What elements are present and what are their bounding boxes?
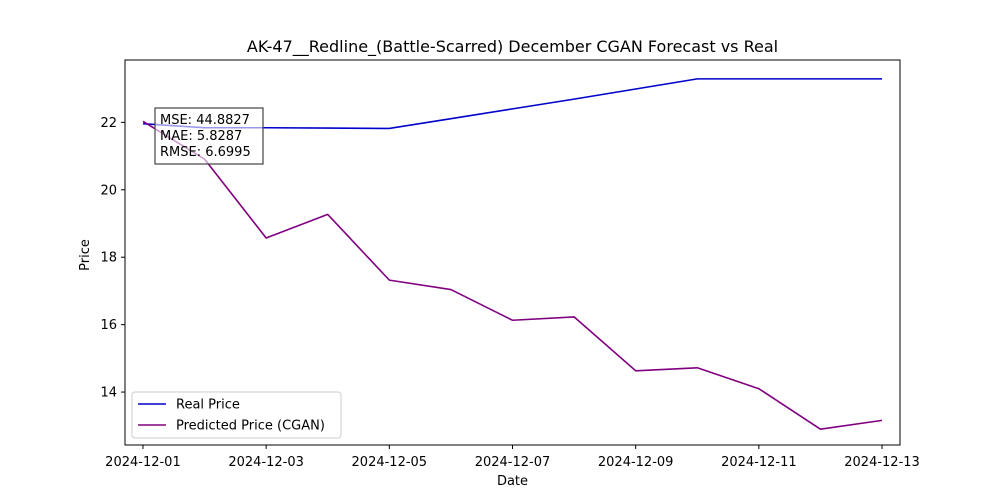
x-axis: 2024-12-01 2024-12-03 2024-12-05 2024-12-07…: [105, 445, 920, 470]
y-tick-label: 22: [100, 116, 117, 131]
x-tick-label: 2024-12-01: [105, 455, 181, 470]
x-axis-label: Date: [497, 474, 528, 489]
x-tick-label: 2024-12-13: [844, 455, 920, 470]
legend-frame: [131, 391, 342, 439]
y-axis-label: Price: [78, 239, 93, 271]
x-tick-label: 2024-12-03: [228, 455, 304, 470]
chart-title: AK-47__Redline_(Battle-Scarred) December…: [247, 37, 778, 57]
legend-entry-1: Predicted Price (CGAN): [176, 419, 325, 434]
legend: Real Price Predicted Price (CGAN): [131, 391, 342, 439]
y-tick-label: 18: [100, 251, 117, 266]
x-tick-label: 2024-12-09: [598, 455, 674, 470]
x-tick-label: 2024-12-11: [721, 455, 797, 470]
legend-entry-0: Real Price: [176, 398, 240, 413]
metric-text: RMSE: 6.6995: [160, 145, 251, 160]
metrics-box-frame: [154, 107, 264, 165]
y-tick-label: 16: [100, 318, 117, 333]
metric-text: MSE: 44.8827: [160, 113, 250, 128]
series-line-0: [142, 78, 883, 130]
metric-text: MAE: 5.8287: [160, 129, 242, 144]
series-line-1: [142, 120, 883, 430]
y-tick-label: 20: [100, 183, 117, 198]
x-tick-label: 2024-12-07: [475, 455, 551, 470]
x-tick-label: 2024-12-05: [352, 455, 428, 470]
y-tick-label: 14: [100, 386, 117, 401]
y-axis: 14 16 18 20 22: [100, 116, 125, 401]
